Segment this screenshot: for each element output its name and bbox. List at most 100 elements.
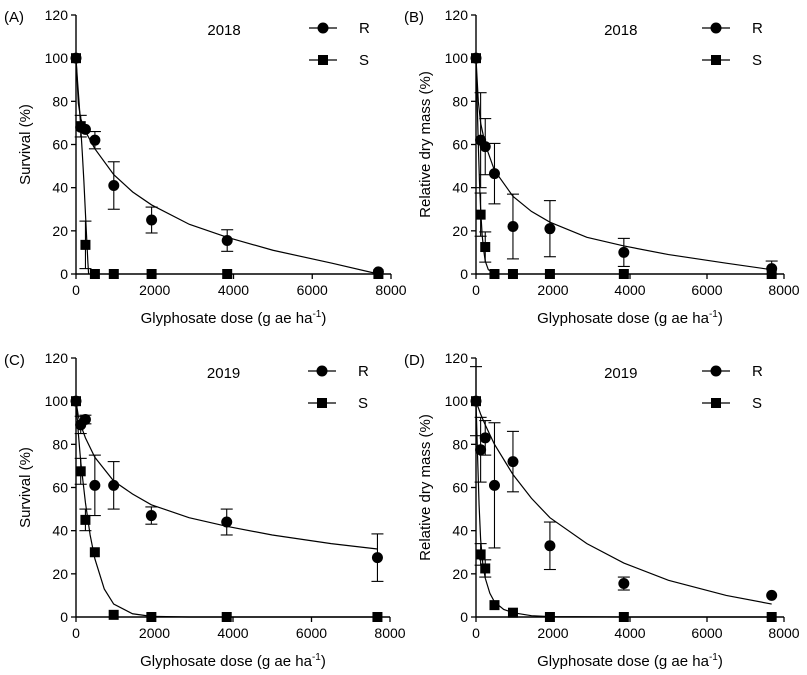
x-tick-label: 4000 [614, 625, 645, 641]
data-point-r [507, 221, 519, 233]
data-point-s [766, 612, 777, 622]
series-r [470, 52, 778, 275]
y-axis-label: Survival (%) [17, 104, 34, 185]
series-s [471, 396, 777, 622]
legend-entry-s: S [308, 395, 368, 412]
fit-curve-s [475, 58, 495, 275]
x-tick-label: 8000 [768, 282, 799, 298]
data-point-s [618, 612, 629, 622]
series-r [70, 52, 384, 278]
panel-label: (C) [4, 352, 25, 369]
y-tick-label: 100 [445, 393, 469, 409]
data-point-s [489, 269, 500, 279]
panel-b: 0 20 40 60 80 100 120 0 2000 4000 6000 8000 (B) 2018 R… [404, 7, 800, 327]
x-axis-label-superscript: -1 [312, 309, 321, 320]
x-tick-label: 6000 [691, 282, 722, 298]
data-point-s [507, 607, 518, 618]
x-tick-label: 0 [72, 625, 80, 641]
y-tick-label: 120 [45, 7, 69, 23]
x-tick-label: 8000 [768, 625, 799, 641]
x-axis-label-end: ) [718, 653, 723, 670]
data-point-s [89, 547, 100, 558]
y-tick-label: 100 [45, 393, 69, 409]
legend-entry-s: S [309, 52, 369, 69]
legend-marker-circle [317, 22, 329, 34]
legend-label: R [359, 20, 370, 37]
x-tick-label: 2000 [139, 625, 170, 641]
data-point-s [80, 514, 91, 525]
data-point-r [89, 134, 101, 146]
data-point-r [145, 510, 157, 522]
y-tick-label: 120 [45, 350, 69, 366]
data-point-s [489, 600, 500, 611]
legend-marker-square [711, 55, 721, 65]
x-axis-label-main: Glyphosate dose (g ae ha [537, 310, 709, 327]
x-axis-label-main: Glyphosate dose (g ae ha [537, 653, 709, 670]
x-axis-label-end: ) [718, 310, 723, 327]
x-tick-label: 2000 [537, 625, 568, 641]
legend-entry-r: R [309, 20, 370, 37]
y-tick-label: 60 [452, 480, 468, 496]
x-tick-label: 2000 [537, 282, 568, 298]
x-tick-label: 8000 [374, 625, 405, 641]
y-tick-label: 60 [52, 137, 68, 153]
x-axis-label: Glyphosate dose (g ae ha-1) [537, 309, 723, 327]
data-point-s [89, 269, 100, 279]
legend-entry-s: S [702, 395, 762, 412]
x-tick-label: 6000 [691, 625, 722, 641]
panel-c: 0 20 40 60 80 100 120 0 2000 4000 6000 8000 (C) 2019 S… [4, 350, 406, 670]
data-point-s [108, 269, 119, 279]
year-label: 2019 [207, 365, 240, 382]
data-point-s [507, 269, 518, 279]
x-tick-label: 0 [72, 282, 80, 298]
year-label: 2018 [604, 22, 637, 39]
data-point-r [544, 223, 556, 235]
data-point-s [471, 53, 481, 64]
panel-label: (D) [404, 352, 425, 369]
series-r [470, 366, 778, 605]
x-tick-label: 8000 [375, 282, 406, 298]
x-axis-label-end: ) [321, 310, 326, 327]
data-point-s [146, 269, 157, 279]
legend-marker-square [317, 398, 327, 408]
x-axis-label-superscript: -1 [312, 652, 321, 663]
y-tick-label: 80 [52, 436, 68, 452]
data-point-s [475, 209, 486, 220]
data-point-r [108, 180, 120, 192]
y-tick-label: 60 [452, 137, 468, 153]
y-tick-label: 0 [60, 266, 68, 282]
x-tick-label: 0 [472, 282, 480, 298]
x-axis-label-superscript: -1 [709, 652, 718, 663]
y-axis-label: Relative dry mass (%) [417, 414, 434, 561]
x-axis-label: Glyphosate dose (g ae ha-1) [140, 652, 326, 670]
y-tick-label: 20 [452, 223, 468, 239]
panel-a: 0 20 40 60 80 100 120 0 2000 4000 6000 8000 (A) 2018 S… [4, 7, 407, 327]
data-point-r [479, 432, 491, 444]
data-point-s [373, 269, 384, 279]
data-point-s [71, 396, 81, 407]
legend-label: R [752, 20, 763, 37]
data-point-r [507, 456, 519, 468]
legend-label: R [358, 363, 369, 380]
data-point-r [146, 214, 158, 226]
panel-label: (A) [4, 9, 24, 26]
data-point-r [371, 552, 383, 564]
data-point-s [471, 396, 481, 407]
panel-label: (B) [404, 9, 424, 26]
series-s [71, 53, 384, 279]
data-point-s [222, 269, 233, 279]
data-point-r [488, 168, 500, 180]
data-point-r [221, 235, 233, 247]
y-tick-label: 20 [52, 566, 68, 582]
y-tick-label: 20 [452, 566, 468, 582]
legend-marker-circle [710, 365, 722, 377]
legend-label: S [752, 395, 762, 412]
series-s [471, 53, 777, 279]
panel-d: 0 20 40 60 80 100 120 0 2000 4000 6000 8000 (D) 2019 R… [404, 350, 800, 670]
data-point-s [766, 269, 777, 279]
data-point-s [71, 53, 81, 64]
data-point-s [618, 269, 629, 279]
x-axis-label-end: ) [321, 653, 326, 670]
x-axis-label: Glyphosate dose (g ae ha-1) [537, 652, 723, 670]
